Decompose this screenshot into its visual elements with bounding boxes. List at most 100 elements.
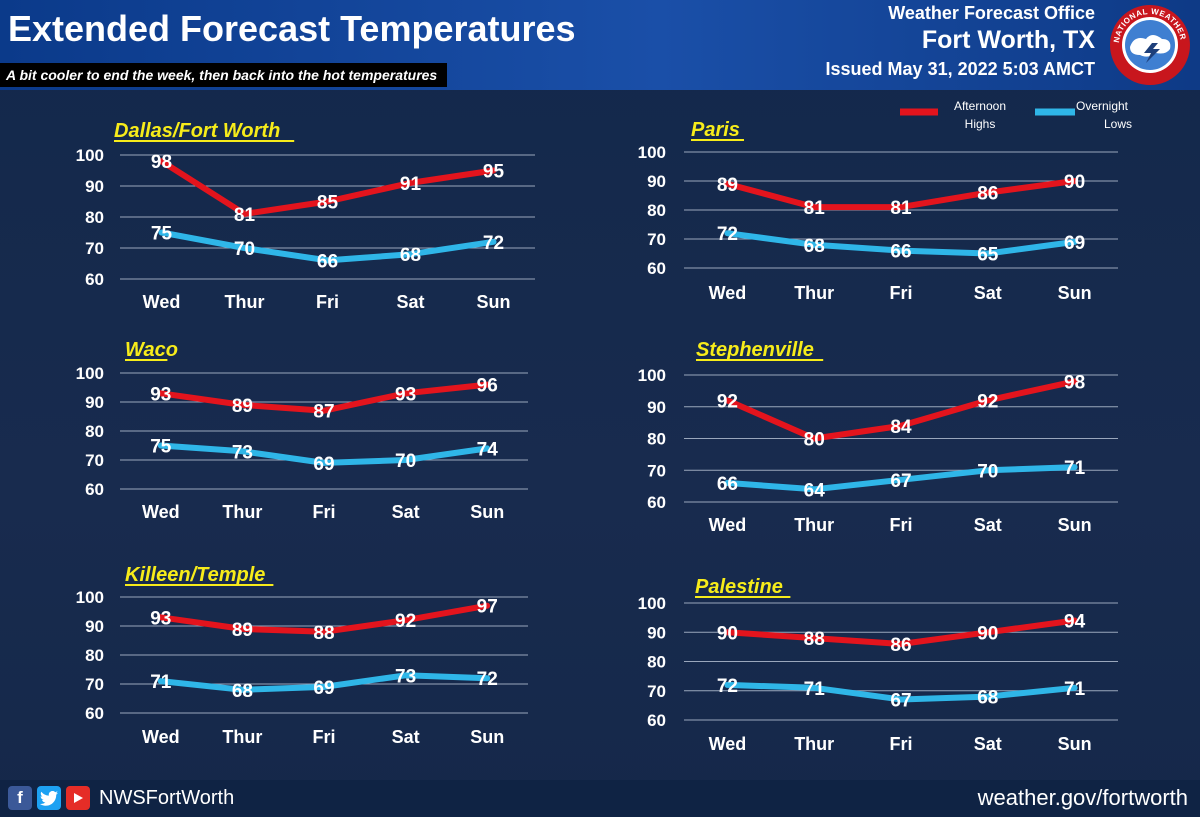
low-value-label: 69 <box>1064 233 1085 254</box>
x-tick-label: Wed <box>143 292 181 312</box>
low-value-label: 69 <box>313 454 334 475</box>
low-value-label: 70 <box>234 239 255 260</box>
highs-line <box>724 178 1078 211</box>
high-value-label: 98 <box>151 152 172 173</box>
y-tick-label: 90 <box>85 393 104 412</box>
lows-line <box>157 442 491 466</box>
chart-title: Waco <box>125 339 178 361</box>
y-tick-label: 100 <box>76 588 104 607</box>
high-value-label: 93 <box>395 384 416 405</box>
high-value-label: 93 <box>150 384 171 405</box>
y-tick-label: 80 <box>647 430 666 449</box>
y-tick-label: 90 <box>647 623 666 642</box>
office-info: Weather Forecast Office Fort Worth, TX I… <box>826 2 1095 82</box>
x-tick-label: Thur <box>794 515 834 535</box>
low-value-label: 67 <box>890 471 911 492</box>
highs-line <box>724 378 1078 442</box>
low-value-label: 68 <box>232 681 253 702</box>
chart-title: Stephenville <box>696 339 814 361</box>
y-tick-label: 70 <box>85 451 104 470</box>
low-value-label: 71 <box>804 679 826 700</box>
high-value-label: 81 <box>804 198 826 219</box>
high-value-label: 90 <box>977 623 998 644</box>
y-tick-label: 60 <box>85 704 104 723</box>
x-tick-label: Sat <box>974 515 1002 535</box>
y-tick-label: 80 <box>647 201 666 220</box>
low-value-label: 75 <box>151 224 173 245</box>
lows-line <box>724 681 1078 703</box>
low-value-label: 67 <box>890 691 911 712</box>
y-tick-label: 70 <box>647 682 666 701</box>
low-value-label: 66 <box>890 242 911 263</box>
chart-title: Killeen/Temple <box>125 564 265 586</box>
highs-line <box>157 381 491 414</box>
facebook-icon[interactable]: f <box>8 786 32 810</box>
low-value-label: 68 <box>400 245 421 266</box>
x-tick-label: Sun <box>1058 734 1092 754</box>
high-value-label: 92 <box>977 391 998 412</box>
highs-line <box>157 602 491 635</box>
lows-line <box>724 230 1078 257</box>
y-tick-label: 90 <box>85 177 104 196</box>
high-value-label: 89 <box>232 620 253 641</box>
office-location: Fort Worth, TX <box>921 26 1095 54</box>
high-value-label: 87 <box>313 402 334 423</box>
y-tick-label: 60 <box>85 480 104 499</box>
low-value-label: 71 <box>150 672 172 693</box>
x-tick-label: Sat <box>974 283 1002 303</box>
y-tick-label: 90 <box>647 398 666 417</box>
high-value-label: 86 <box>890 635 911 656</box>
low-value-label: 72 <box>477 669 498 690</box>
y-tick-label: 60 <box>85 270 104 289</box>
low-value-label: 75 <box>150 437 172 458</box>
high-value-label: 98 <box>1064 372 1085 393</box>
high-value-label: 93 <box>150 608 171 629</box>
chart-title: Dallas/Fort Worth <box>114 120 280 142</box>
x-tick-label: Wed <box>142 502 180 522</box>
high-value-label: 81 <box>234 205 256 226</box>
high-value-label: 86 <box>977 184 998 205</box>
x-tick-label: Thur <box>222 727 262 747</box>
high-value-label: 84 <box>890 417 912 438</box>
low-value-label: 70 <box>977 461 998 482</box>
y-tick-label: 60 <box>647 711 666 730</box>
y-tick-label: 60 <box>647 493 666 512</box>
low-value-label: 65 <box>977 245 999 266</box>
footer-bar: f NWSFortWorth weather.gov/fortworth <box>0 780 1200 817</box>
low-value-label: 69 <box>313 678 334 699</box>
y-tick-label: 70 <box>647 230 666 249</box>
website-url[interactable]: weather.gov/fortworth <box>977 785 1188 810</box>
chart-title: Palestine <box>695 576 783 598</box>
twitter-icon[interactable] <box>37 786 61 810</box>
x-tick-label: Sun <box>477 292 511 312</box>
x-tick-label: Sat <box>392 502 420 522</box>
high-value-label: 81 <box>890 198 912 219</box>
low-value-label: 71 <box>1064 679 1086 700</box>
x-tick-label: Sun <box>470 502 504 522</box>
high-value-label: 92 <box>717 391 738 412</box>
lows-line <box>158 229 497 264</box>
x-tick-label: Sun <box>1058 515 1092 535</box>
high-value-label: 94 <box>1064 612 1086 633</box>
youtube-icon[interactable] <box>66 786 90 810</box>
subtitle: A bit cooler to end the week, then back … <box>0 63 448 87</box>
low-value-label: 68 <box>804 236 825 257</box>
legend-highs-label-1: Afternoon <box>954 99 1006 113</box>
x-tick-label: Thur <box>222 502 262 522</box>
x-tick-label: Thur <box>794 283 834 303</box>
x-tick-label: Sat <box>974 734 1002 754</box>
low-value-label: 72 <box>717 676 738 697</box>
office-name: Weather Forecast Office <box>888 3 1095 23</box>
high-value-label: 91 <box>400 174 422 195</box>
lows-line <box>157 672 491 693</box>
x-tick-label: Sun <box>1058 283 1092 303</box>
legend-lows-label-2: Lows <box>1104 117 1132 131</box>
chart-title: Paris <box>691 119 740 141</box>
y-tick-label: 70 <box>85 239 104 258</box>
y-tick-label: 100 <box>638 366 666 385</box>
y-tick-label: 100 <box>76 364 104 383</box>
highs-line <box>158 158 497 217</box>
social-handle[interactable]: NWSFortWorth <box>99 786 235 809</box>
